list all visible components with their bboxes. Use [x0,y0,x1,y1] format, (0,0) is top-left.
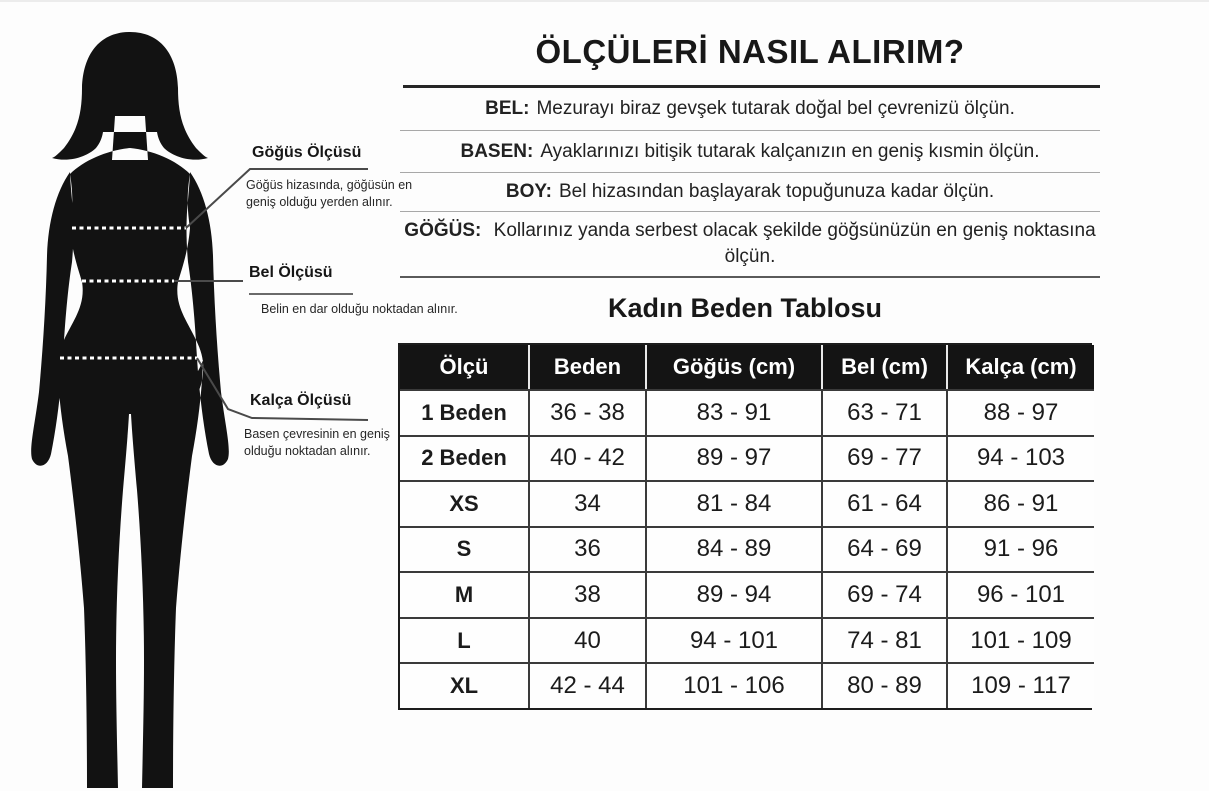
table-header-olcu: Ölçü [400,345,530,389]
table-cell: 89 - 94 [647,571,823,617]
table-cell: 88 - 97 [948,389,1094,435]
page-title: ÖLÇÜLERİ NASIL ALIRIM? [535,33,965,70]
table-cell: L [400,616,530,663]
table-cell: 1 Beden [400,389,530,435]
table-cell: 2 Beden [400,434,530,481]
table-header-beden: Beden [530,345,647,389]
instruction-term: BASEN: [460,140,534,162]
instruction-list: BEL: Mezurayı biraz gevşek tutarak doğal… [400,88,1100,278]
table-cell: 40 - 42 [530,434,647,481]
table-cell: 36 - 38 [530,389,647,435]
table-cell: 101 - 109 [948,616,1094,663]
hip-measure-label: Kalça Ölçüsü [250,392,352,409]
table-cell: 109 - 117 [948,662,1094,708]
instruction-gogus: GÖĞÜS: Kollarınız yanda serbest olacak ş… [400,212,1100,278]
table-cell: 94 - 101 [647,616,823,663]
size-table: Ölçü Beden Göğüs (cm) Bel (cm) Kalça (cm… [398,343,1094,710]
instruction-term: BOY: [505,181,552,202]
table-cell: 96 - 101 [948,571,1094,617]
hip-leader-line [196,357,369,421]
table-cell: M [400,571,530,617]
table-cell: S [400,525,530,572]
table-cell: 36 [530,525,647,572]
table-cell: 38 [530,571,647,617]
waist-measure-label: Bel Ölçüsü [249,264,333,281]
table-cell: 101 - 106 [647,662,823,708]
table-cell: 34 [530,480,647,526]
table-cell: 84 - 89 [647,525,823,572]
table-header-kalca: Kalça (cm) [948,345,1094,389]
title-underline [403,85,1100,88]
table-cell: 64 - 69 [823,525,948,572]
hip-measure-description: Basen çevresinin en geniş olduğu noktada… [244,427,390,458]
table-cell: 89 - 97 [647,434,823,481]
table-cell: 61 - 64 [823,480,948,526]
table-cell: 74 - 81 [823,616,948,663]
table-cell: 63 - 71 [823,389,948,435]
table-cell: 86 - 91 [948,480,1094,526]
table-header-bel: Bel (cm) [823,345,948,389]
table-cell: XL [400,662,530,708]
table-header-gogus: Göğüs (cm) [647,345,823,389]
table-cell: 81 - 84 [647,480,823,526]
table-cell: 80 - 89 [823,662,948,708]
woman-silhouette-figure [31,32,369,788]
instruction-bel: BEL: Mezurayı biraz gevşek tutarak doğal… [400,88,1100,131]
table-cell: 91 - 96 [948,525,1094,572]
waist-measure-description: Belin en dar olduğu noktadan alınır. [261,302,458,316]
table-cell: 83 - 91 [647,389,823,435]
instruction-text: Bel hizasından başlayarak topuğunuza kad… [558,181,995,202]
table-cell: 40 [530,616,647,663]
chest-measure-label: Göğüs Ölçüsü [252,144,362,161]
table-cell: 69 - 74 [823,571,948,617]
table-cell: 69 - 77 [823,434,948,481]
instruction-text: Ayaklarınızı bitişik tutarak kalçanızın … [540,140,1040,162]
woman-silhouette [31,32,229,788]
instruction-text: Mezurayı biraz gevşek tutarak doğal bel … [536,98,1015,119]
instruction-term: BEL: [485,98,530,119]
instruction-basen: BASEN: Ayaklarınızı bitişik tutarak kalç… [400,131,1100,173]
table-cell: 42 - 44 [530,662,647,708]
instruction-boy: BOY: Bel hizasından başlayarak topuğunuz… [400,173,1100,212]
top-border-line [0,0,1209,2]
table-cell: XS [400,480,530,526]
instruction-text: Kollarınız yanda serbest olacak şekilde … [493,220,1096,267]
instruction-term: GÖĞÜS: [404,220,482,242]
chest-leader-line [185,168,368,229]
table-cell: 94 - 103 [948,434,1094,481]
chest-measure-description: Göğüs hizasında, göğüsün en geniş olduğu… [246,178,413,209]
size-table-title: Kadın Beden Tablosu [607,293,883,323]
